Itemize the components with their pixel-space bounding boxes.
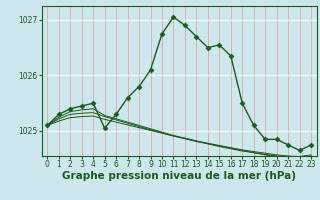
X-axis label: Graphe pression niveau de la mer (hPa): Graphe pression niveau de la mer (hPa) [62, 171, 296, 181]
